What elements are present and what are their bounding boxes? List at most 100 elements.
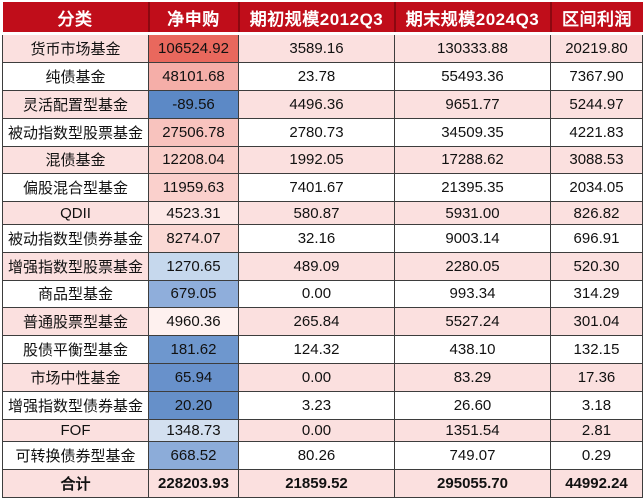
- category-cell: QDII: [2, 201, 149, 225]
- begin-scale-cell: 265.84: [238, 307, 395, 337]
- category-cell: 灵活配置型基金: [2, 89, 149, 119]
- net-purchase-cell: 106524.92: [148, 32, 239, 64]
- end-scale-cell: 295055.70: [394, 469, 551, 498]
- begin-scale-cell: 80.26: [238, 441, 395, 471]
- table-row: 普通股票型基金 4960.36 265.84 5527.24 301.04: [2, 307, 643, 337]
- end-scale-cell: 17288.62: [394, 145, 551, 175]
- interval-profit-cell: 132.15: [550, 335, 643, 364]
- interval-profit-cell: 4221.83: [550, 117, 643, 147]
- col-header-end-scale: 期末规模2024Q3: [393, 2, 551, 35]
- category-cell: 混债基金: [2, 145, 149, 175]
- net-purchase-cell: 65.94: [148, 362, 239, 392]
- begin-scale-cell: 3.23: [238, 390, 395, 420]
- end-scale-cell: 21395.35: [394, 173, 551, 203]
- col-header-interval-profit: 区间利润: [549, 2, 643, 35]
- begin-scale-cell: 2780.73: [238, 117, 395, 147]
- net-purchase-cell: 228203.93: [148, 469, 239, 498]
- end-scale-cell: 130333.88: [394, 32, 551, 64]
- col-header-net-purchase: 净申购: [147, 2, 239, 35]
- table-row: 增强指数型债券基金 20.20 3.23 26.60 3.18: [2, 390, 643, 420]
- net-purchase-cell: 1348.73: [148, 418, 239, 443]
- begin-scale-cell: 7401.67: [238, 173, 395, 203]
- net-purchase-cell: 679.05: [148, 279, 239, 309]
- end-scale-cell: 749.07: [394, 441, 551, 471]
- interval-profit-cell: 44992.24: [550, 469, 643, 498]
- begin-scale-cell: 21859.52: [238, 469, 395, 498]
- table-row: 货币市场基金 106524.92 3589.16 130333.88 20219.80: [2, 32, 643, 64]
- begin-scale-cell: 3589.16: [238, 32, 395, 64]
- net-purchase-cell: 11959.63: [148, 173, 239, 203]
- category-cell: 股债平衡型基金: [2, 335, 149, 364]
- begin-scale-cell: 32.16: [238, 223, 395, 253]
- category-cell: 被动指数型债券基金: [2, 223, 149, 253]
- net-purchase-cell: 48101.68: [148, 62, 239, 91]
- category-cell: 普通股票型基金: [2, 307, 149, 337]
- end-scale-cell: 993.34: [394, 279, 551, 309]
- end-scale-cell: 1351.54: [394, 418, 551, 443]
- end-scale-cell: 34509.35: [394, 117, 551, 147]
- table-row: 可转换债券型基金 668.52 80.26 749.07 0.29: [2, 441, 643, 471]
- end-scale-cell: 83.29: [394, 362, 551, 392]
- category-cell: FOF: [2, 418, 149, 443]
- category-cell: 增强指数型股票基金: [2, 251, 149, 281]
- interval-profit-cell: 17.36: [550, 362, 643, 392]
- begin-scale-cell: 124.32: [238, 335, 395, 364]
- col-header-begin-scale: 期初规模2012Q3: [237, 2, 395, 35]
- interval-profit-cell: 826.82: [550, 201, 643, 225]
- table-row: FOF 1348.73 0.00 1351.54 2.81: [2, 418, 643, 443]
- end-scale-cell: 9003.14: [394, 223, 551, 253]
- net-purchase-cell: 4960.36: [148, 307, 239, 337]
- col-header-category: 分类: [2, 2, 149, 35]
- net-purchase-cell: 12208.04: [148, 145, 239, 175]
- end-scale-cell: 26.60: [394, 390, 551, 420]
- table-row: 混债基金 12208.04 1992.05 17288.62 3088.53: [2, 145, 643, 175]
- category-cell: 货币市场基金: [2, 32, 149, 64]
- table-row: 市场中性基金 65.94 0.00 83.29 17.36: [2, 362, 643, 392]
- begin-scale-cell: 1992.05: [238, 145, 395, 175]
- begin-scale-cell: 4496.36: [238, 89, 395, 119]
- category-cell: 偏股混合型基金: [2, 173, 149, 203]
- interval-profit-cell: 2034.05: [550, 173, 643, 203]
- header-row: 分类 净申购 期初规模2012Q3 期末规模2024Q3 区间利润: [2, 2, 643, 35]
- begin-scale-cell: 23.78: [238, 62, 395, 91]
- end-scale-cell: 438.10: [394, 335, 551, 364]
- table-row: 被动指数型股票基金 27506.78 2780.73 34509.35 4221.83: [2, 117, 643, 147]
- net-purchase-cell: 20.20: [148, 390, 239, 420]
- interval-profit-cell: 0.29: [550, 441, 643, 471]
- interval-profit-cell: 520.30: [550, 251, 643, 281]
- table-row: QDII 4523.31 580.87 5931.00 826.82: [2, 201, 643, 225]
- net-purchase-cell: 8274.07: [148, 223, 239, 253]
- end-scale-cell: 55493.36: [394, 62, 551, 91]
- interval-profit-cell: 696.91: [550, 223, 643, 253]
- category-cell: 市场中性基金: [2, 362, 149, 392]
- net-purchase-cell: 4523.31: [148, 201, 239, 225]
- interval-profit-cell: 2.81: [550, 418, 643, 443]
- table-row: 被动指数型债券基金 8274.07 32.16 9003.14 696.91: [2, 223, 643, 253]
- interval-profit-cell: 7367.90: [550, 62, 643, 91]
- table-row: 股债平衡型基金 181.62 124.32 438.10 132.15: [2, 335, 643, 364]
- table-row: 偏股混合型基金 11959.63 7401.67 21395.35 2034.05: [2, 173, 643, 203]
- begin-scale-cell: 0.00: [238, 362, 395, 392]
- net-purchase-cell: -89.56: [148, 89, 239, 119]
- category-cell: 被动指数型股票基金: [2, 117, 149, 147]
- category-cell: 纯债基金: [2, 62, 149, 91]
- category-cell: 商品型基金: [2, 279, 149, 309]
- interval-profit-cell: 301.04: [550, 307, 643, 337]
- net-purchase-cell: 181.62: [148, 335, 239, 364]
- interval-profit-cell: 314.29: [550, 279, 643, 309]
- table-body: 货币市场基金 106524.92 3589.16 130333.88 20219.80 纯…: [2, 32, 643, 498]
- begin-scale-cell: 0.00: [238, 279, 395, 309]
- category-cell: 可转换债券型基金: [2, 441, 149, 471]
- table-header: 分类 净申购 期初规模2012Q3 期末规模2024Q3 区间利润: [2, 2, 643, 35]
- category-cell: 合计: [2, 469, 149, 498]
- end-scale-cell: 5527.24: [394, 307, 551, 337]
- table-row: 增强指数型股票基金 1270.65 489.09 2280.05 520.30: [2, 251, 643, 281]
- begin-scale-cell: 0.00: [238, 418, 395, 443]
- net-purchase-cell: 1270.65: [148, 251, 239, 281]
- net-purchase-cell: 27506.78: [148, 117, 239, 147]
- total-row: 合计 228203.93 21859.52 295055.70 44992.24: [2, 469, 643, 498]
- category-cell: 增强指数型债券基金: [2, 390, 149, 420]
- net-purchase-cell: 668.52: [148, 441, 239, 471]
- table-row: 商品型基金 679.05 0.00 993.34 314.29: [2, 279, 643, 309]
